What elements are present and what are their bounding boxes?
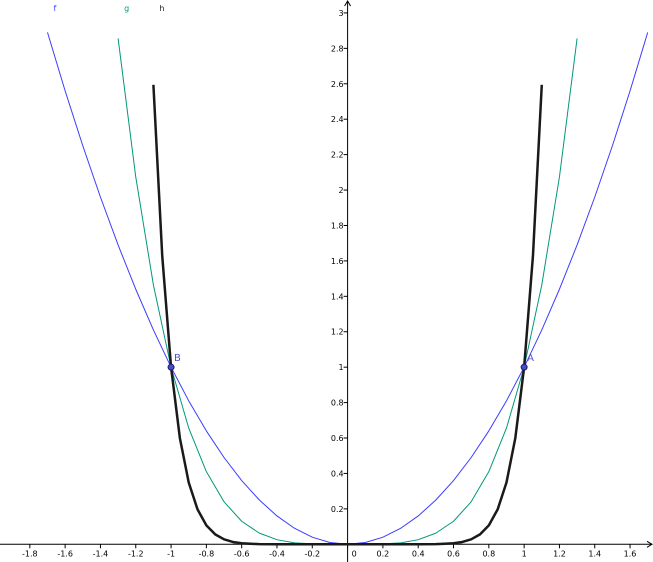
- curve: [152, 84, 544, 546]
- y-tick-label: 1: [339, 363, 344, 372]
- y-tick-label: 0.8: [331, 399, 344, 408]
- x-tick-label: 0: [352, 549, 357, 558]
- y-tick-label: 1.8: [331, 221, 344, 230]
- x-tick-label: 1.6: [624, 549, 637, 558]
- y-tick-label: 0.6: [331, 434, 344, 443]
- y-tick-label: 0.2: [331, 505, 344, 514]
- curve-label: f: [53, 4, 56, 13]
- x-tick-label: 0.2: [377, 549, 390, 558]
- x-tick-label: -0.8: [199, 549, 215, 558]
- x-tick-label: -1: [167, 549, 175, 558]
- point-label: A: [527, 353, 534, 364]
- x-tick-label: -1.8: [22, 549, 38, 558]
- x-tick-label: -0.4: [269, 549, 285, 558]
- x-tick-label: -0.2: [304, 549, 320, 558]
- y-tick-label: 2.6: [331, 80, 344, 89]
- x-tick-label: -0.6: [234, 549, 250, 558]
- x-tick-label: 0.8: [482, 549, 495, 558]
- x-axis-arrow: [646, 540, 653, 548]
- y-tick-label: 2.2: [331, 151, 344, 160]
- x-tick-label: 0.4: [412, 549, 425, 558]
- curve-label: g: [124, 4, 129, 13]
- y-tick-label: 2.4: [331, 115, 344, 124]
- y-tick-label: 2: [339, 186, 344, 195]
- x-tick-label: -1.4: [93, 549, 109, 558]
- y-tick-label: 0.4: [331, 469, 344, 478]
- x-tick-label: 1.4: [588, 549, 601, 558]
- y-tick-label: 1.4: [331, 292, 344, 301]
- curve-label: h: [159, 4, 164, 13]
- x-tick-label: -1.6: [57, 549, 73, 558]
- y-tick-label: 1.6: [331, 257, 344, 266]
- y-tick-label: 1.2: [331, 328, 344, 337]
- point-label: B: [174, 353, 181, 364]
- x-tick-label: -1.2: [128, 549, 144, 558]
- point: [520, 363, 528, 371]
- x-tick-label: 0.6: [447, 549, 460, 558]
- y-axis-arrow: [344, 0, 352, 7]
- y-tick-label: 2.8: [331, 44, 344, 53]
- x-tick-label: 1: [522, 549, 527, 558]
- y-tick-label: 3: [339, 9, 344, 18]
- x-tick-label: 1.2: [553, 549, 566, 558]
- point: [167, 363, 175, 371]
